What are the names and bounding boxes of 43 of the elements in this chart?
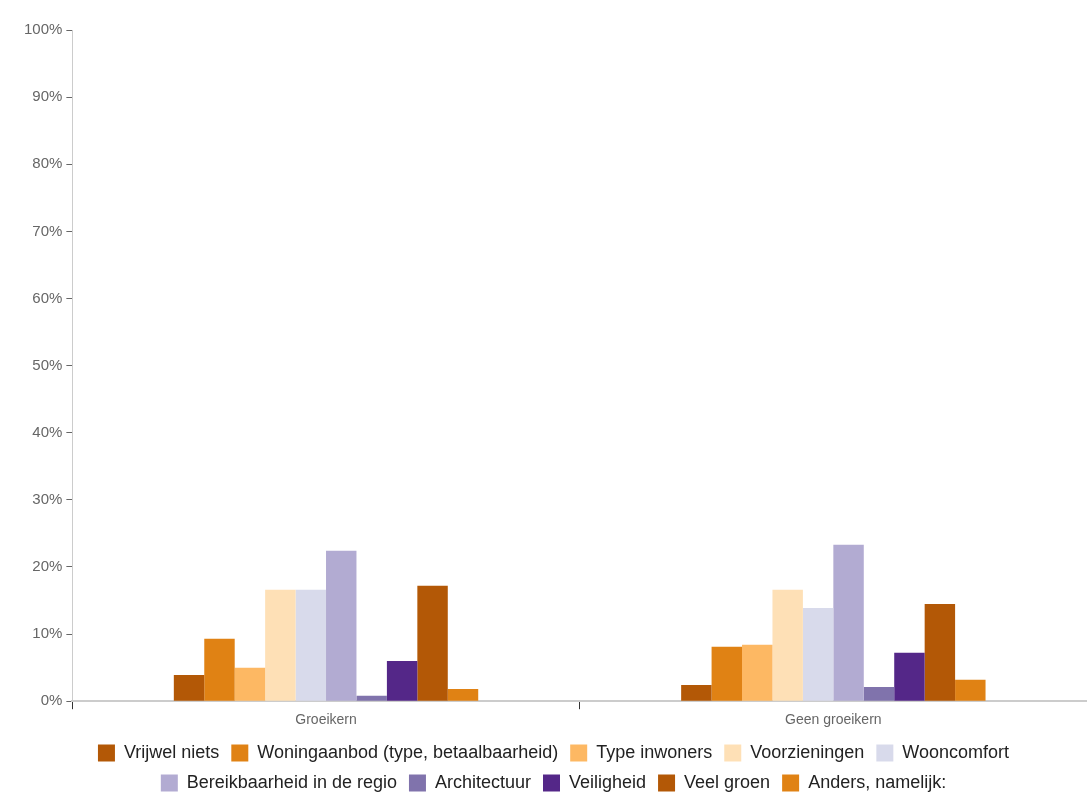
legend-label: Architectuur [434,771,531,792]
y-tick-label: 20% [32,557,63,575]
bar [204,638,235,701]
bar [772,589,803,701]
legend-label: Voorzieningen [750,741,865,762]
legend-label: Veel groen [684,771,771,792]
bar [681,685,712,701]
y-tick-label: 90% [32,87,63,105]
legend-label: Vrijwel niets [123,741,220,762]
bar [447,689,479,701]
legend-label: Veiligheid [568,771,647,792]
y-tick-label: 100% [23,20,63,38]
bar [417,585,448,701]
legend-label: Wooncomfort [902,741,1010,762]
y-tick-label: 60% [32,288,63,306]
legend-label: Type inwoners [596,741,713,762]
y-tick-label: 40% [32,422,63,440]
bar [863,687,895,701]
bar [894,652,925,701]
bar [955,679,986,701]
y-tick-label: 10% [32,624,63,642]
x-tick-label: Groeikern [295,711,357,728]
bar [326,550,357,701]
x-tick-label: Geen groeikern [785,711,882,728]
bar [265,589,296,701]
bar [173,675,205,701]
bar [802,607,834,701]
bar [742,644,773,701]
legend-label: Woningaanbod (type, betaalbaarheid) [257,741,559,762]
y-tick-label: 0% [40,691,63,709]
bar [234,667,266,701]
bar [711,646,743,701]
legend-label: Anders, namelijk: [808,771,947,792]
y-tick-label: 80% [32,154,63,172]
bar [295,589,327,701]
y-tick-label: 70% [32,221,63,239]
bar [924,603,956,701]
bar [356,695,387,701]
bar [833,544,864,701]
y-tick-label: 50% [32,355,63,373]
legend-label: Bereikbaarheid in de regio [186,771,397,792]
y-tick-label: 30% [32,489,63,507]
bar [386,660,418,701]
